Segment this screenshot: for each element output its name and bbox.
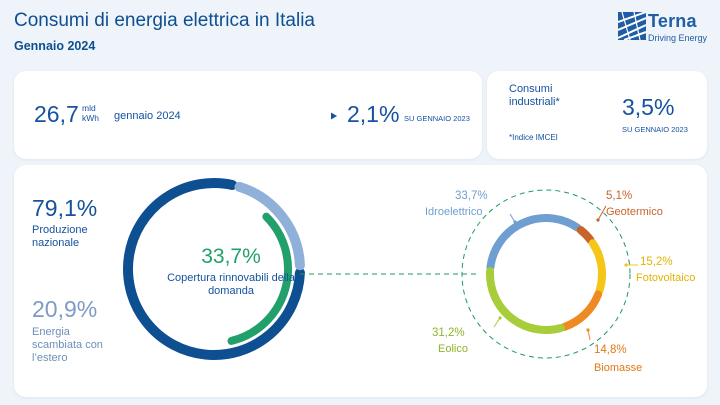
consumption-change: 2,1% <box>347 101 400 127</box>
industrial-card <box>487 71 707 159</box>
logo-tagline: Driving Energy <box>648 33 708 43</box>
consumption-card <box>14 71 482 159</box>
source-slice-geotermico <box>576 226 595 245</box>
logo-word: Terna <box>648 11 697 31</box>
industrial-change: 3,5% <box>622 94 675 120</box>
page-title: Consumi di energia elettrica in Italia <box>14 10 315 31</box>
eolico-pct: 31,2% <box>432 327 465 339</box>
idroelettrico-pct: 33,7% <box>455 190 488 202</box>
renewable-arc <box>227 212 292 345</box>
page-subtitle: Gennaio 2024 <box>14 39 96 53</box>
industrial-change-label: SU GENNAIO 2023 <box>622 125 688 134</box>
leader-line-1 <box>597 205 607 221</box>
geotermico-label: Geotermico <box>606 206 663 218</box>
industrial-note: *Indice IMCEI <box>509 133 558 142</box>
leader-dot-1 <box>596 218 600 222</box>
leader-dot-3 <box>586 328 590 332</box>
industrial-title: Consumi industriali* <box>509 83 560 108</box>
leader-dot-0 <box>513 220 517 224</box>
arrow-right-icon <box>212 112 337 120</box>
consumption-unit-line2: kWh <box>82 113 99 123</box>
consumption-unit-line1: mld <box>82 103 96 113</box>
source-slice-eolico <box>486 267 565 334</box>
source-slice-fotovoltaico <box>588 239 606 295</box>
terna-logo-icon <box>618 12 646 40</box>
leader-line-4 <box>493 317 501 328</box>
biomasse-label: Biomasse <box>594 362 643 374</box>
consumption-change-label: SU GENNAIO 2023 <box>404 114 470 123</box>
biomasse-pct: 14,8% <box>594 344 627 356</box>
renewable-coverage-label: Copertura rinnovabili della domanda <box>167 272 295 297</box>
supply-slice-1 <box>234 181 305 271</box>
leader-dot-2 <box>624 263 628 267</box>
source-slice-biomasse <box>560 290 603 331</box>
geotermico-pct: 5,1% <box>606 190 633 202</box>
consumption-value: 26,7 <box>34 101 79 127</box>
fotovoltaico-pct: 15,2% <box>640 256 673 268</box>
leader-dot-4 <box>498 316 502 320</box>
source-slice-idroelettrico <box>486 214 582 272</box>
idroelettrico-label: Idroelettrico <box>425 206 483 218</box>
exchange-pct: 20,9% <box>32 296 98 322</box>
national-pct: 79,1% <box>32 195 98 221</box>
leader-line-3 <box>587 329 591 341</box>
renewable-coverage-pct: 33,7% <box>201 245 261 268</box>
exchange-label: Energia scambiata con l’estero <box>32 326 103 364</box>
eolico-label: Eolico <box>438 343 468 355</box>
supply-slice-0 <box>123 178 305 360</box>
national-label: Produzione nazionale <box>32 224 88 249</box>
fotovoltaico-label: Fotovoltaico <box>636 272 696 284</box>
consumption-period: gennaio 2024 <box>114 110 181 122</box>
renewable-outer-dashed-ring <box>461 189 631 359</box>
